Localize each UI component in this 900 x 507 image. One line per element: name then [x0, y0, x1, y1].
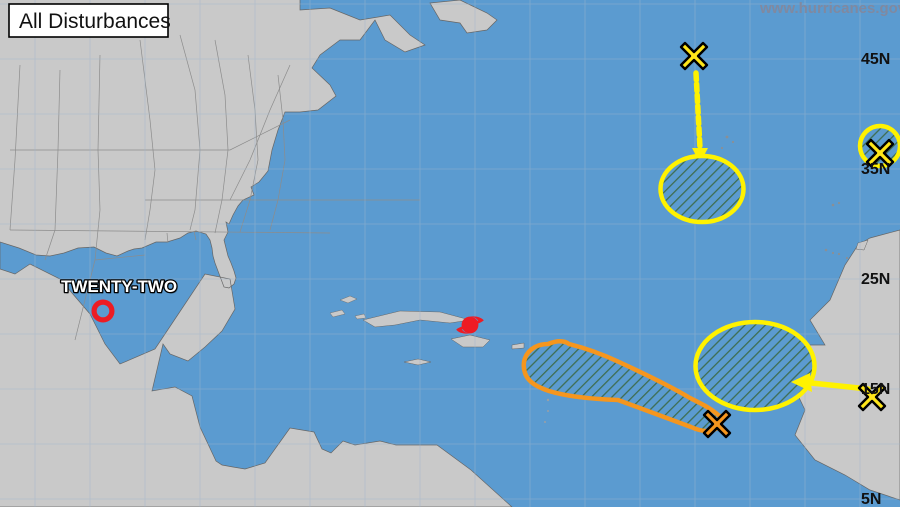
svg-text:45N: 45N: [861, 51, 890, 68]
svg-text:www.hurricanes.gov: www.hurricanes.gov: [759, 0, 900, 17]
svg-text:5N: 5N: [861, 491, 881, 507]
svg-text:35N: 35N: [861, 161, 890, 178]
svg-text:All Disturbances: All Disturbances: [19, 10, 171, 33]
svg-text:TWENTY-TWO: TWENTY-TWO: [61, 277, 177, 296]
svg-text:25N: 25N: [861, 271, 890, 288]
svg-text:15N: 15N: [861, 381, 890, 398]
